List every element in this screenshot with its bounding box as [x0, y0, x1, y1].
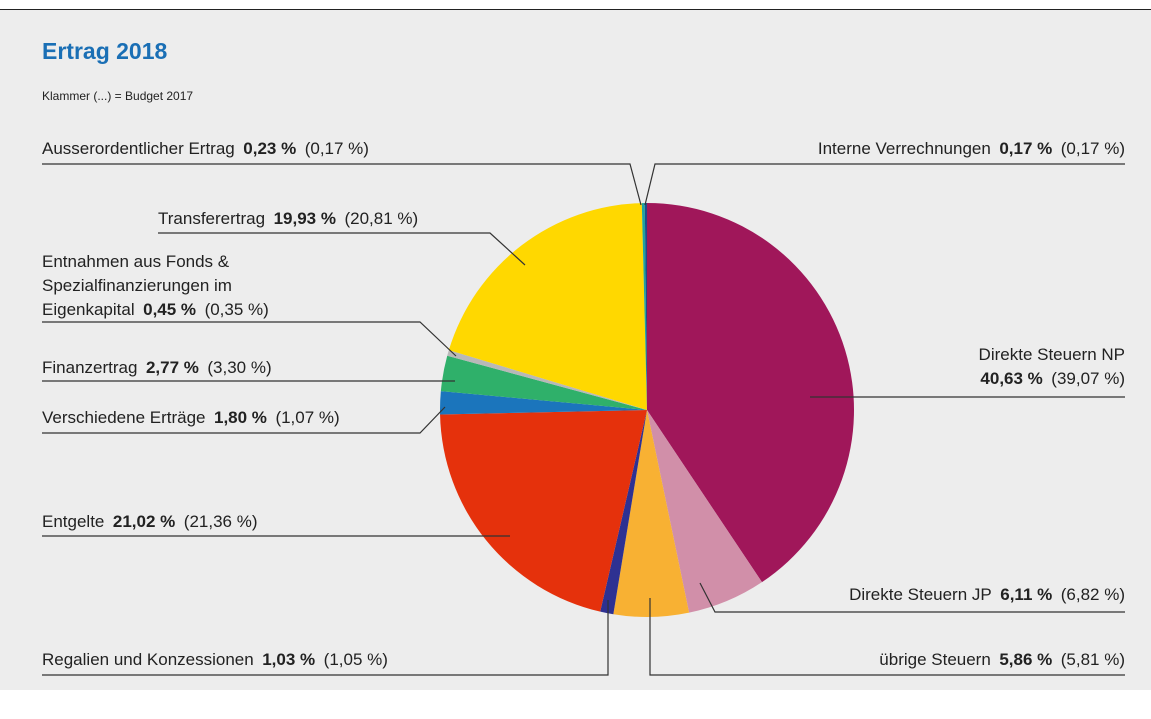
- category-name: übrige Steuern: [879, 650, 991, 669]
- pie-slice: [448, 203, 647, 410]
- value-label: 21,02 %: [112, 512, 176, 531]
- value-label: 1,03 %: [262, 650, 316, 669]
- value-label: 0,23 %: [243, 139, 297, 158]
- pie-slice: [440, 391, 647, 415]
- category-name: Interne Verrechnungen: [817, 139, 991, 158]
- leader-line: [42, 406, 446, 434]
- value-label: 0,45 %: [143, 300, 197, 319]
- value-label: 5,86 %: [999, 650, 1053, 669]
- pie-slice: [644, 202, 647, 410]
- leader-line: [649, 598, 1125, 676]
- slice-label: Ausserordentlicher Ertrag 0,23 % (0,17 %…: [42, 137, 369, 161]
- leader-line: [158, 232, 526, 266]
- pie-slice: [600, 410, 647, 615]
- chart-subtitle: Klammer (...) = Budget 2017: [42, 89, 194, 103]
- budget-label: (0,35 %): [204, 300, 269, 319]
- leader-line: [644, 163, 1125, 206]
- slice-label: Direkte Steuern JP 6,11 % (6,82 %): [849, 583, 1125, 607]
- category-name: Ausserordentlicher Ertrag: [42, 139, 235, 158]
- budget-label: (3,30 %): [207, 358, 272, 377]
- pie-slice: [613, 410, 690, 617]
- value-label: 6,11 %: [1000, 585, 1053, 604]
- value-label: 40,63 %: [980, 369, 1043, 388]
- slice-label: Interne Verrechnungen 0,17 % (0,17 %): [818, 137, 1125, 161]
- budget-label: (20,81 %): [344, 209, 419, 228]
- leader-line: [699, 582, 1125, 613]
- budget-label: (5,81 %): [1060, 650, 1125, 669]
- value-label: 0,17 %: [999, 139, 1053, 158]
- budget-label: (0,17 %): [304, 139, 369, 158]
- slice-label: übrige Steuern 5,86 % (5,81 %): [879, 648, 1125, 672]
- budget-label: (0,17 %): [1060, 139, 1125, 158]
- slice-label: Regalien und Konzessionen 1,03 % (1,05 %…: [42, 648, 388, 672]
- budget-label: (21,36 %): [183, 512, 258, 531]
- slice-label: Entnahmen aus Fonds & Spezialfinanzierun…: [42, 250, 322, 322]
- pie-slice: [440, 355, 647, 410]
- category-name: Direkte Steuern NP: [978, 345, 1125, 364]
- budget-label: (1,05 %): [323, 650, 388, 669]
- category-name: Transferertrag: [158, 209, 266, 228]
- slice-label: Direkte Steuern NP 40,63 % (39,07 %): [805, 343, 1125, 391]
- slice-label: Entgelte 21,02 % (21,36 %): [42, 510, 257, 534]
- leader-line: [42, 321, 457, 357]
- budget-label: (1,07 %): [275, 408, 340, 427]
- pie-slice: [647, 203, 855, 583]
- slice-label: Finanzertrag 2,77 % (3,30 %): [42, 356, 272, 380]
- budget-label: (39,07 %): [1051, 369, 1125, 388]
- category-name: Entgelte: [42, 512, 105, 531]
- leader-line: [42, 163, 642, 206]
- leader-line: [42, 600, 609, 676]
- value-label: 19,93 %: [273, 209, 336, 228]
- slice-label: Transferertrag 19,93 % (20,81 %): [158, 207, 418, 231]
- value-label: 1,80 %: [214, 408, 267, 427]
- budget-label: (6,82 %): [1060, 585, 1125, 604]
- category-name: Verschiedene Erträge: [42, 408, 206, 427]
- category-name: Direkte Steuern JP: [849, 585, 992, 604]
- slice-label: Verschiedene Erträge 1,80 % (1,07 %): [42, 406, 340, 430]
- pie-slice: [440, 410, 647, 612]
- category-name: Regalien und Konzessionen: [42, 650, 254, 669]
- pie-slice: [447, 350, 647, 410]
- pie-slice: [641, 203, 647, 410]
- value-label: 2,77 %: [145, 358, 199, 377]
- category-name: Finanzertrag: [42, 358, 138, 377]
- category-name: Entnahmen aus Fonds & Spezialfinanzierun…: [42, 252, 232, 319]
- chart-title: Ertrag 2018: [42, 38, 168, 64]
- pie-slice: [647, 410, 762, 613]
